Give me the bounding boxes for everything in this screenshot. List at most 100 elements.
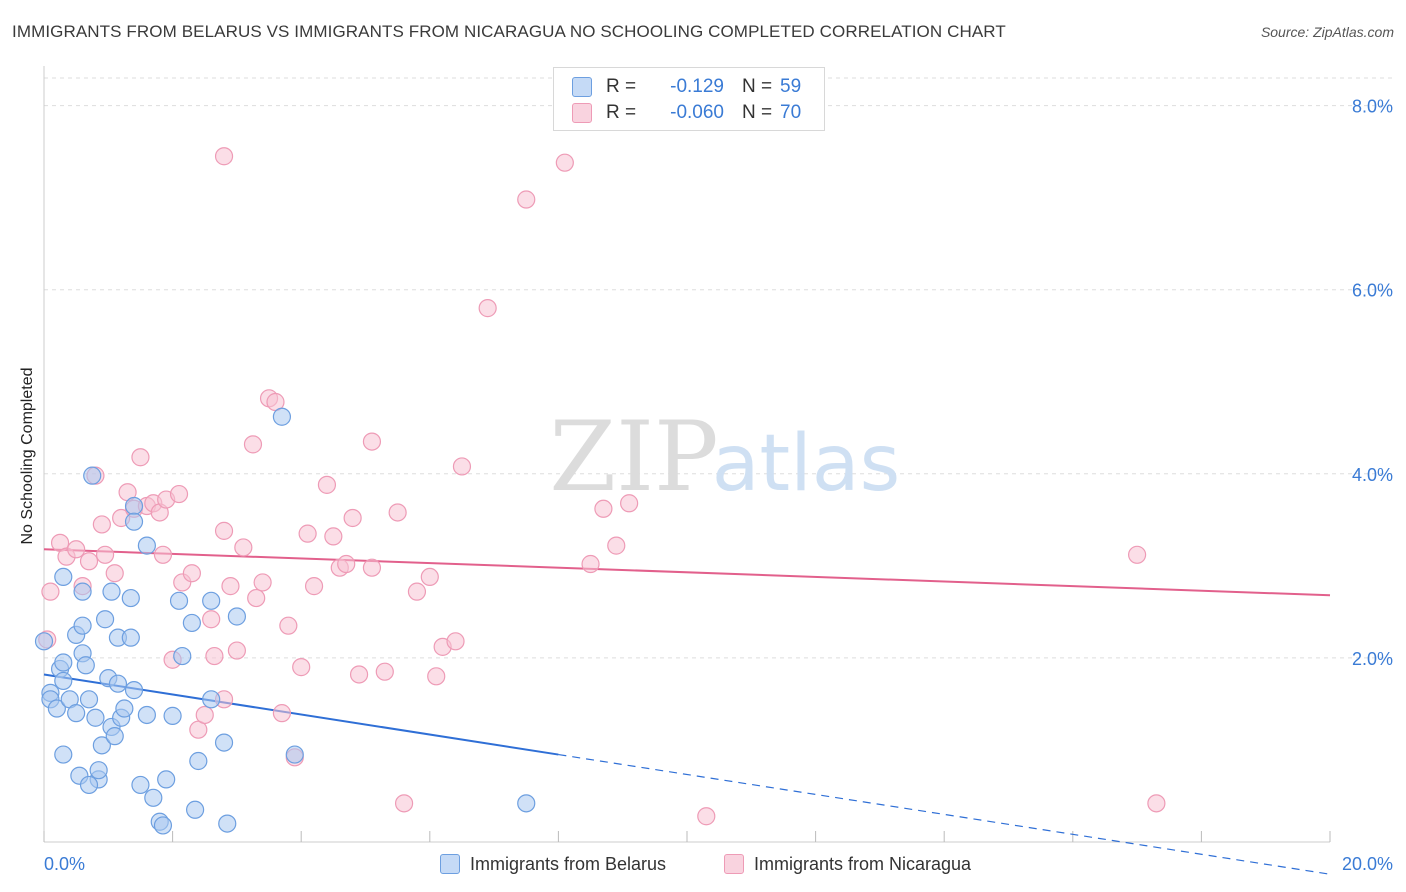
nicaragua-point [375, 662, 394, 681]
belarus-trend-extension [558, 753, 1331, 875]
nicaragua-point [452, 457, 472, 476]
belarus-point [173, 646, 192, 666]
bottom-legend-swatch-belarus [440, 854, 460, 874]
belarus-point [121, 588, 140, 608]
nicaragua-point [427, 667, 446, 686]
nicaragua-point [227, 641, 246, 660]
belarus-point [54, 567, 73, 587]
nicaragua-point [221, 577, 240, 596]
belarus-point [34, 632, 54, 651]
belarus-point [124, 681, 144, 700]
correlation-legend: R = -0.129 N = 59 R = -0.060 N = 70 [553, 67, 825, 131]
x-tick-label: 20.0% [1342, 854, 1393, 874]
belarus-point [157, 770, 176, 789]
nicaragua-point [153, 545, 173, 564]
grid-lines [44, 77, 1392, 659]
belarus-point [137, 705, 156, 725]
belarus-point [163, 706, 182, 725]
legend-n-value-nicaragua: 70 [780, 102, 802, 123]
nicaragua-point [362, 432, 382, 451]
nicaragua-point [214, 521, 234, 540]
belarus-point [89, 761, 108, 780]
axes [43, 66, 1331, 843]
belarus-point [54, 653, 73, 672]
legend-swatch-nicaragua [572, 103, 592, 123]
belarus-point [108, 674, 128, 693]
belarus-point [73, 616, 92, 635]
belarus-point [182, 613, 201, 633]
belarus-point [131, 775, 150, 795]
belarus-point [102, 582, 121, 601]
tick-labels: 2.0% 4.0% 6.0% 8.0% 0.0% 20.0% [44, 97, 1393, 874]
legend-n-label: N = [742, 76, 773, 97]
legend-r-label: R = [606, 102, 637, 123]
legend-r-label: R = [606, 76, 637, 97]
bottom-legend-swatch-nicaragua [724, 854, 744, 874]
belarus-point [115, 699, 134, 718]
nicaragua-point [324, 527, 343, 546]
belarus-point [79, 690, 99, 709]
nicaragua-point [79, 552, 99, 571]
belarus-point [67, 704, 86, 723]
nicaragua-point [420, 567, 439, 587]
belarus-point [124, 512, 144, 531]
nicaragua-point [195, 705, 214, 725]
belarus-point [214, 733, 234, 752]
nicaragua-point [349, 665, 369, 684]
nicaragua-point [581, 554, 600, 574]
belarus-point [285, 745, 304, 764]
legend-row-nicaragua: R = -0.060 N = 70 [572, 100, 801, 126]
belarus-point [218, 814, 237, 833]
nicaragua-point [388, 503, 407, 522]
nicaragua-point [697, 807, 716, 826]
nicaragua-point [234, 538, 253, 557]
belarus-point [189, 751, 208, 771]
nicaragua-point [362, 558, 382, 577]
chart-title: IMMIGRANTS FROM BELARUS VS IMMIGRANTS FR… [12, 22, 1006, 41]
y-tick-label: 4.0% [1352, 465, 1393, 485]
nicaragua-point [304, 577, 324, 596]
nicaragua-point [41, 582, 60, 601]
source-label: Source: ZipAtlas.com [1260, 24, 1394, 40]
x-tick-label: 0.0% [44, 854, 85, 874]
nicaragua-point [298, 524, 317, 543]
y-tick-label: 8.0% [1352, 97, 1393, 117]
y-tick-label: 6.0% [1352, 281, 1393, 301]
bottom-legend-label-nicaragua: Immigrants from Nicaragua [754, 853, 972, 874]
belarus-point [54, 671, 73, 691]
nicaragua-point [214, 147, 234, 166]
legend-r-value-belarus: -0.129 [670, 76, 724, 97]
belarus-point [92, 736, 111, 755]
nicaragua-point [205, 646, 224, 666]
belarus-point [169, 591, 189, 610]
nicaragua-point [607, 536, 626, 555]
belarus-point [137, 536, 156, 555]
legend-n-value-belarus: 59 [780, 76, 802, 97]
watermark: ZIP atlas [549, 401, 900, 513]
nicaragua-point [131, 448, 150, 467]
watermark-atlas: atlas [712, 419, 901, 509]
belarus-point [186, 800, 205, 819]
belarus-point [517, 794, 536, 813]
bottom-legend-belarus: Immigrants from Belarus [440, 852, 666, 876]
nicaragua-point [253, 573, 272, 592]
trend-lines [43, 548, 1331, 875]
nicaragua-point [92, 515, 111, 534]
belarus-point [227, 607, 246, 626]
nicaragua-point [169, 484, 189, 504]
belarus-point [202, 591, 221, 610]
belarus-point [54, 745, 73, 764]
nicaragua-point [247, 588, 266, 608]
nicaragua-point [446, 632, 465, 651]
nicaragua-point [337, 554, 356, 574]
legend-row-belarus: R = -0.129 N = 59 [572, 74, 801, 100]
nicaragua-point [292, 658, 311, 677]
nicaragua-point [1127, 545, 1147, 564]
belarus-point [76, 656, 95, 675]
nicaragua-point [478, 299, 497, 318]
nicaragua-point [1147, 794, 1166, 813]
belarus-point [124, 496, 144, 516]
nicaragua-point [272, 704, 292, 723]
nicaragua-point [517, 190, 536, 209]
belarus-point [202, 690, 221, 709]
